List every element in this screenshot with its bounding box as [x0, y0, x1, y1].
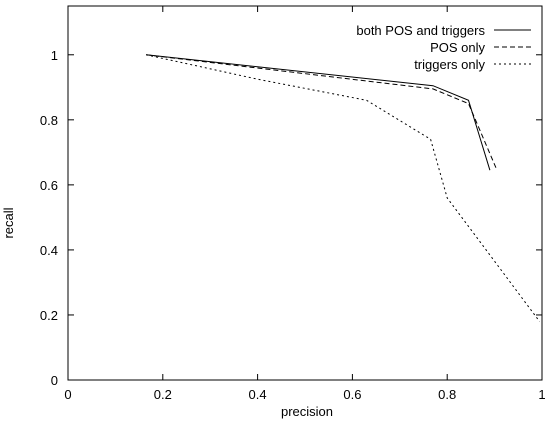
plot-frame — [67, 5, 543, 381]
y-tick-label: 0.8 — [40, 113, 58, 128]
x-tick-label: 1 — [538, 387, 545, 402]
series-line-triggers-only — [146, 54, 541, 322]
legend-label: triggers only — [414, 57, 485, 72]
x-tick-label: 0.2 — [154, 387, 172, 402]
y-tick-label: 0 — [51, 373, 58, 388]
legend: both POS and triggers POS only triggers on… — [356, 23, 531, 72]
y-axis-label: recall — [1, 207, 16, 238]
y-axis-ticks: 0 0.2 0.4 0.6 0.8 1 — [40, 48, 542, 388]
data-series — [146, 54, 541, 322]
y-tick-label: 0.2 — [40, 308, 58, 323]
x-axis-label: precision — [281, 404, 333, 419]
plot-axes — [67, 5, 543, 381]
x-tick-label: 0 — [64, 387, 71, 402]
y-tick-label: 1 — [51, 48, 58, 63]
series-line-pos-only — [146, 54, 498, 171]
x-tick-label: 0.8 — [438, 387, 456, 402]
y-tick-label: 0.6 — [40, 178, 58, 193]
x-tick-label: 0.6 — [343, 387, 361, 402]
series-line-both-pos-and-triggers — [146, 54, 491, 171]
x-tick-label: 0.4 — [249, 387, 267, 402]
legend-label: POS only — [430, 40, 485, 55]
y-tick-label: 0.4 — [40, 243, 58, 258]
legend-label: both POS and triggers — [356, 23, 485, 38]
x-axis-ticks: 0 0.2 0.4 0.6 0.8 1 — [64, 6, 545, 402]
